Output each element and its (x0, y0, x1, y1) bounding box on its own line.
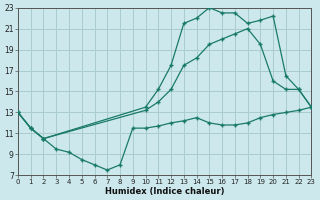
X-axis label: Humidex (Indice chaleur): Humidex (Indice chaleur) (105, 187, 224, 196)
